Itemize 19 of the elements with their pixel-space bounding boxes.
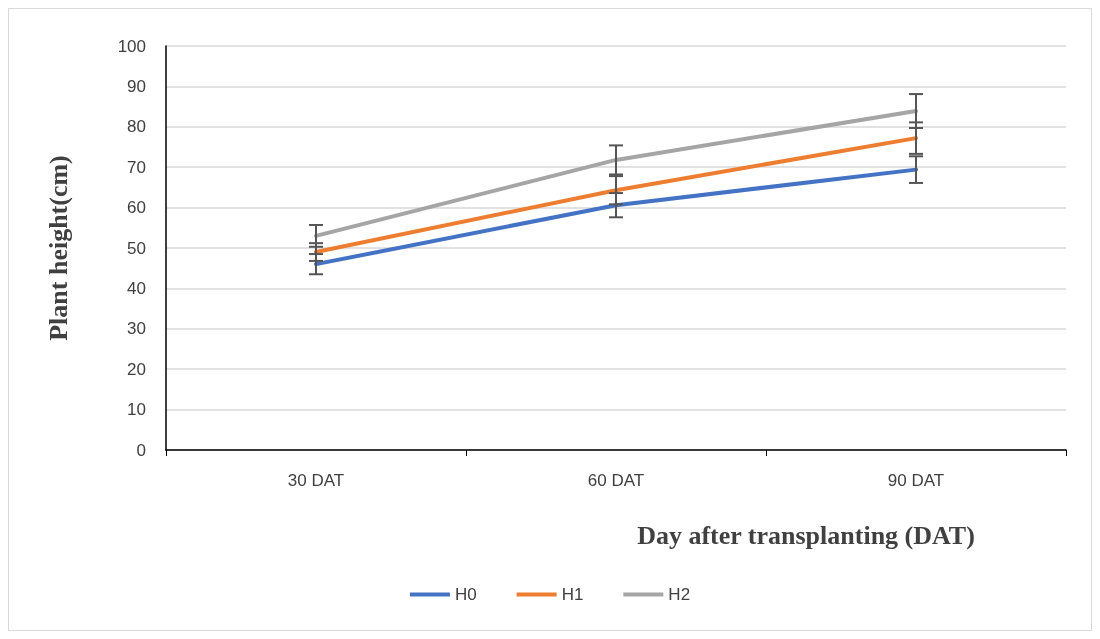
y-tick-label: 80	[127, 117, 146, 137]
y-tick-label: 70	[127, 157, 146, 177]
y-tick-label: 100	[117, 36, 146, 56]
x-axis-title: Day after transplanting (DAT)	[637, 520, 975, 550]
y-axis-title: Plant height(cm)	[43, 155, 73, 341]
x-tick-label: 30 DAT	[287, 471, 345, 490]
y-tick-label: 60	[127, 198, 146, 218]
x-tick-label: 90 DAT	[887, 471, 945, 490]
y-tick-label: 90	[127, 76, 146, 96]
y-tick-label: 10	[127, 400, 146, 420]
legend-label: H0	[454, 585, 477, 604]
y-tick-label: 40	[127, 278, 146, 298]
legend-label: H2	[668, 585, 691, 604]
y-tick-label: 0	[136, 440, 146, 460]
y-tick-label: 20	[127, 359, 146, 379]
y-tick-label: 30	[127, 319, 146, 339]
legend-label: H1	[561, 585, 584, 604]
y-tick-label: 50	[127, 238, 146, 258]
x-tick-label: 60 DAT	[587, 471, 645, 490]
